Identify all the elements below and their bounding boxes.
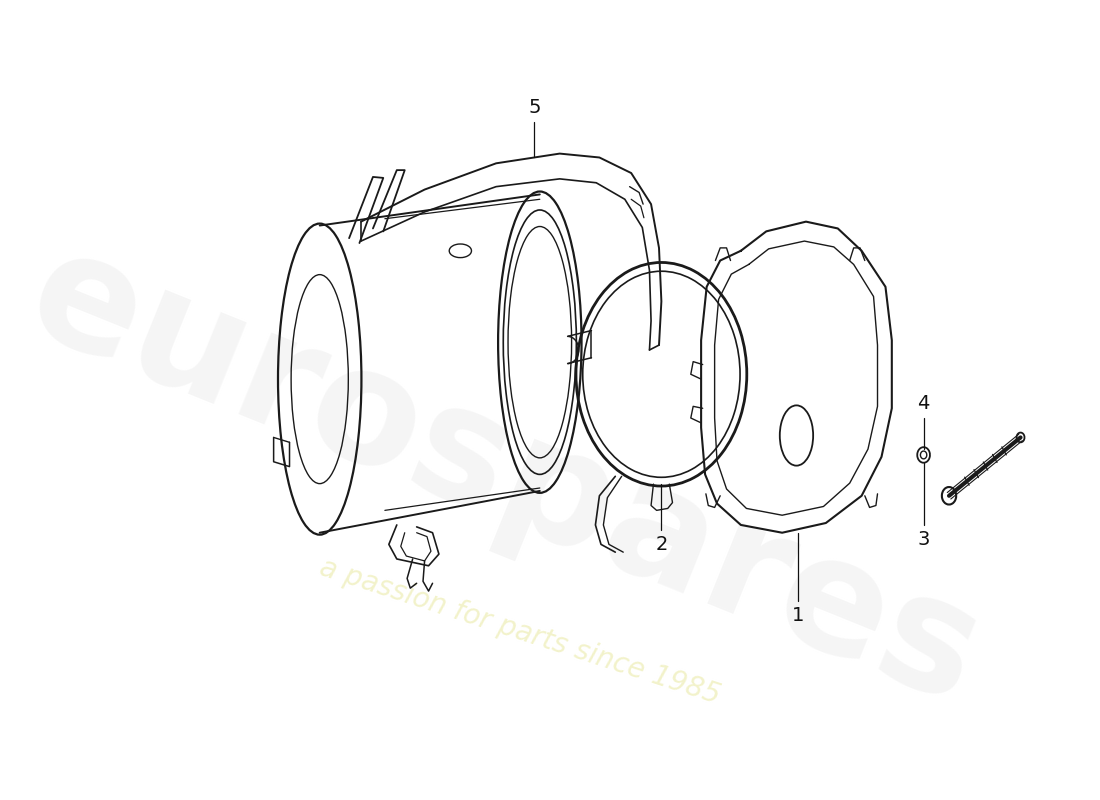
Text: eurospares: eurospares xyxy=(7,215,1001,738)
Text: 2: 2 xyxy=(656,534,668,554)
Text: 1: 1 xyxy=(792,606,804,625)
Text: 4: 4 xyxy=(917,394,930,413)
Text: 5: 5 xyxy=(528,98,540,117)
Text: a passion for parts since 1985: a passion for parts since 1985 xyxy=(316,554,724,710)
Text: 3: 3 xyxy=(917,530,930,549)
